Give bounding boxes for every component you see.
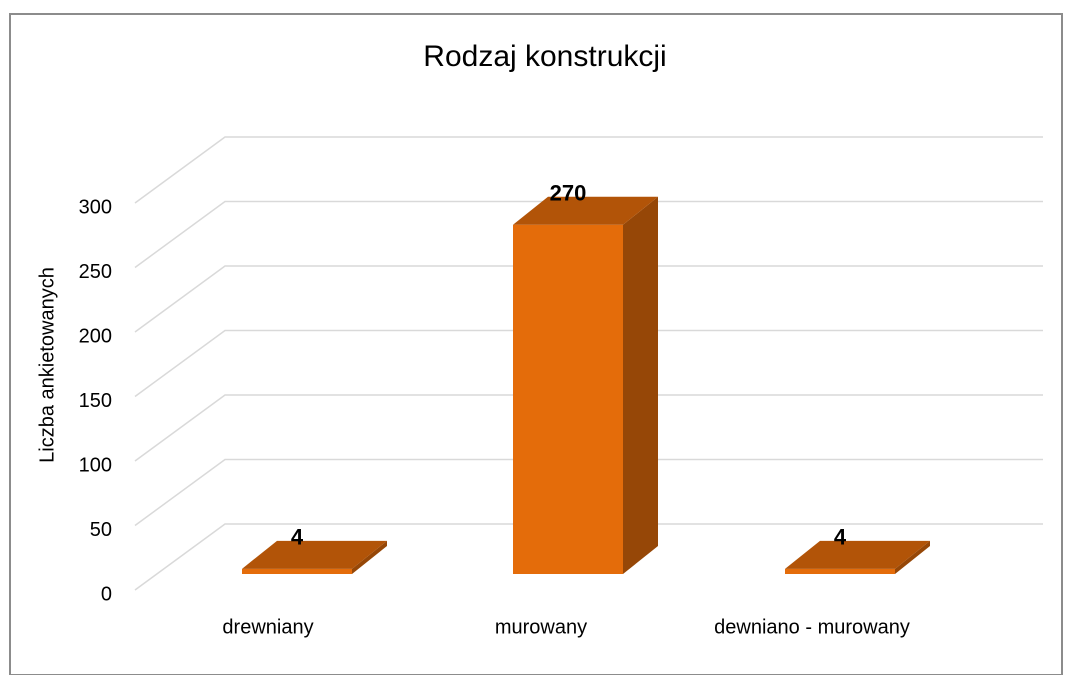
bar: [513, 196, 658, 575]
bar-top: [785, 540, 930, 569]
data-label: 4: [834, 525, 847, 550]
y-tick-label: 100: [79, 454, 112, 476]
data-label: 4: [291, 525, 304, 550]
y-tick-label: 0: [101, 583, 112, 605]
bar-side: [895, 540, 930, 574]
bar-front: [242, 568, 352, 574]
x-tick-label: drewniany: [222, 616, 313, 638]
bar-side: [623, 196, 658, 575]
grid-line: [134, 200, 1043, 269]
grid-line: [134, 458, 1043, 527]
y-tick-label: 300: [79, 196, 112, 218]
bar-front: [513, 224, 623, 575]
bar-side: [352, 540, 387, 574]
grid-line: [134, 265, 1043, 333]
bar-top: [513, 196, 658, 225]
y-axis-label: Liczba ankietowanych: [36, 267, 58, 463]
chart-title: Rodzaj konstrukcji: [423, 40, 666, 73]
data-label: 270: [550, 181, 587, 206]
bar-front: [785, 568, 895, 574]
y-tick-label: 250: [79, 261, 112, 283]
grid-line: [134, 136, 1043, 204]
bar-top: [242, 540, 387, 569]
x-tick-label: murowany: [495, 616, 587, 638]
grid-line: [134, 394, 1043, 462]
bar: [785, 540, 930, 574]
bar: [242, 540, 387, 574]
grid-line: [134, 329, 1043, 398]
grid-line: [134, 523, 1043, 591]
y-tick-label: 50: [90, 519, 112, 541]
y-tick-label: 200: [79, 325, 112, 347]
y-tick-label: 150: [79, 390, 112, 412]
x-tick-label: dewniano - murowany: [714, 616, 910, 638]
